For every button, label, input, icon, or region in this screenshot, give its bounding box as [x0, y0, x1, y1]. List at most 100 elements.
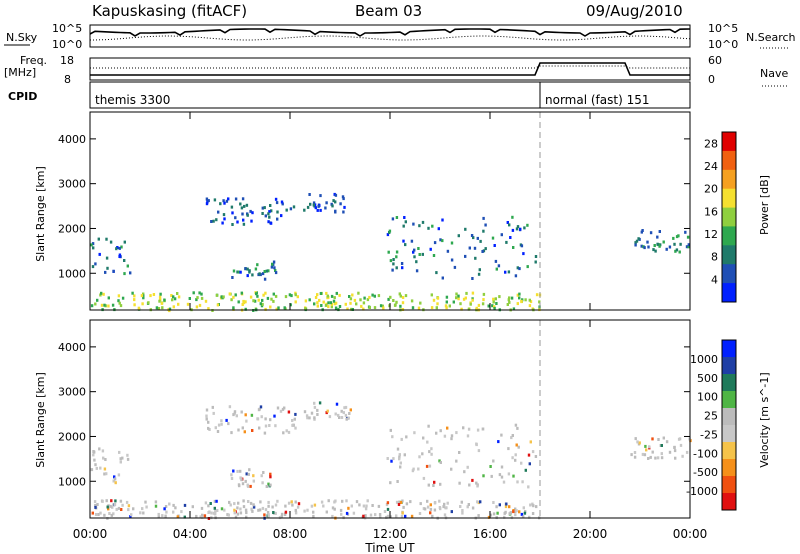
- range-cell-2-20: [328, 415, 332, 419]
- range-cell-5-33: [687, 245, 690, 249]
- range-cell-6-213: [200, 296, 204, 300]
- range-cell-3-2: [261, 272, 265, 276]
- range-cell-6-271: [117, 506, 121, 510]
- range-cell-4-2: [523, 226, 526, 230]
- range-cell-6-0: [263, 513, 266, 517]
- range-cell-5-17: [677, 234, 680, 238]
- range-cell-5-12: [649, 231, 653, 235]
- range-cell-4-37: [411, 469, 415, 473]
- range-cell-4-33: [497, 440, 500, 444]
- range-cell-4-22: [396, 447, 400, 451]
- range-cell-6-279: [433, 501, 437, 504]
- range-cell-6-252: [314, 296, 318, 299]
- range-cell-4-34: [404, 243, 407, 247]
- range-cell-6-43: [381, 304, 384, 308]
- range-cell-6-74: [290, 294, 293, 298]
- velocity-x-axis: [89, 320, 691, 518]
- range-cell-6-100: [142, 292, 145, 296]
- range-cell-6-76: [477, 303, 481, 307]
- y-tick-label-3: 4000: [58, 133, 86, 146]
- range-cell-6-7: [461, 511, 464, 515]
- range-cell-6-138: [209, 502, 212, 505]
- range-cell-6-54: [304, 299, 308, 303]
- range-cell-4-13: [524, 468, 527, 472]
- range-cell-6-4: [272, 292, 275, 296]
- range-cell-4-27: [467, 427, 471, 431]
- range-cell-6-9: [489, 513, 493, 517]
- range-cell-6-36: [284, 512, 287, 516]
- range-cell-5-5: [660, 444, 663, 447]
- range-cell-4-58: [475, 442, 478, 446]
- range-cell-1-0: [234, 197, 238, 201]
- range-cell-6-186: [232, 307, 235, 311]
- range-cell-6-20: [445, 295, 449, 299]
- range-cell-4-87: [511, 456, 514, 460]
- y-tick-label-0: 1000: [58, 475, 86, 488]
- range-cell-5-31: [673, 242, 676, 246]
- colorbar-swatch-8: [722, 283, 736, 303]
- range-cell-1-35: [274, 424, 277, 428]
- range-cell-5-23: [681, 454, 684, 458]
- range-cell-5-1: [668, 450, 672, 454]
- range-cell-3-12: [240, 478, 243, 482]
- range-cell-6-29: [275, 307, 278, 311]
- range-cell-3-18: [246, 274, 249, 278]
- range-cell-6-140: [121, 296, 125, 300]
- range-cell-6-71: [436, 302, 439, 306]
- range-cell-5-4: [686, 235, 690, 239]
- range-cell-6-203: [467, 307, 471, 311]
- range-cell-4-79: [489, 465, 492, 468]
- range-cell-6-77: [401, 296, 405, 299]
- range-cell-6-226: [223, 508, 226, 512]
- range-cell-4-83: [453, 265, 457, 269]
- range-cell-6-263: [106, 505, 109, 509]
- beam-title: Beam 03: [355, 2, 422, 20]
- range-cell-6-287: [518, 292, 521, 296]
- range-cell-6-1: [168, 502, 171, 506]
- range-cell-6-267: [423, 507, 427, 511]
- range-cell-6-137: [452, 300, 455, 304]
- colorbar-tick-label-4: 20: [704, 183, 718, 196]
- range-cell-1-10: [220, 419, 223, 423]
- range-cell-6-10: [283, 306, 286, 310]
- range-cell-5-20: [679, 443, 683, 447]
- range-cell-6-103: [334, 306, 338, 310]
- range-cell-1-7: [242, 222, 246, 226]
- range-cell-6-255: [411, 306, 415, 310]
- range-cell-0-20: [92, 450, 95, 453]
- range-cell-4-82: [391, 217, 395, 221]
- range-cell-6-244: [322, 300, 325, 304]
- range-cell-1-32: [260, 415, 263, 419]
- range-cell-4-13: [410, 239, 414, 243]
- range-cell-2-28: [340, 416, 344, 419]
- range-cell-4-0: [427, 226, 430, 230]
- range-cell-6-214: [401, 511, 404, 515]
- range-cell-6-82: [338, 305, 342, 308]
- range-cell-1-46: [212, 411, 215, 415]
- range-cell-0-23: [105, 472, 108, 476]
- nave-tick-bottom: 0: [708, 73, 715, 86]
- range-cell-4-53: [529, 440, 532, 444]
- range-cell-1-19: [205, 197, 209, 201]
- range-cell-6-139: [349, 297, 353, 301]
- range-cell-3-3: [267, 482, 270, 486]
- range-cell-6-70: [395, 500, 399, 504]
- range-cell-1-2: [292, 205, 296, 209]
- range-cell-6-142: [448, 304, 451, 308]
- range-cell-6-89: [195, 298, 198, 302]
- range-cell-6-135: [212, 511, 216, 515]
- range-cell-6-188: [215, 293, 219, 297]
- range-cell-6-208: [200, 292, 203, 296]
- range-cell-4-80: [519, 227, 522, 231]
- colorbar-frame: [721, 339, 737, 511]
- colorbar-swatch-3: [722, 391, 736, 409]
- range-cell-6-210: [245, 515, 248, 519]
- range-cell-6-85: [145, 505, 148, 509]
- range-cell-1-18: [239, 202, 242, 206]
- range-cell-1-21: [250, 219, 253, 223]
- range-cell-4-20: [398, 455, 401, 459]
- range-cell-2-2: [319, 208, 322, 212]
- range-cell-5-14: [630, 453, 633, 457]
- range-cell-5-23: [643, 246, 646, 250]
- range-cell-2-24: [342, 197, 345, 201]
